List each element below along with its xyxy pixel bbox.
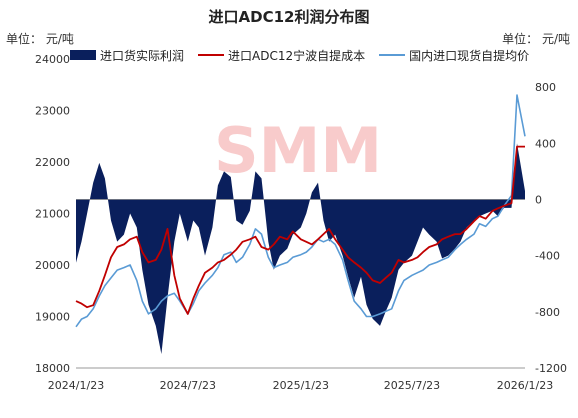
legend-swatch-domestic — [379, 54, 406, 56]
y-right-tick-label: 400 — [535, 137, 556, 150]
y-left-tick-label: 21000 — [35, 208, 70, 221]
legend: 进口货实际利润 进口ADC12宁波自提成本 国内进口现货自提均价 — [70, 46, 540, 64]
chart-title: 进口ADC12利润分布图 — [208, 8, 370, 26]
y-left-tick-label: 22000 — [35, 156, 70, 169]
price-lines-layer — [75, 94, 526, 328]
legend-item-domestic: 国内进口现货自提均价 — [379, 47, 529, 64]
series-domestic-line — [75, 94, 526, 328]
legend-swatch-profit — [70, 50, 96, 60]
y-right-tick-label: 0 — [535, 193, 542, 206]
right-axis-unit: 单位： 元/吨 — [502, 32, 570, 46]
legend-swatch-cost — [198, 54, 225, 56]
y-left-tick-label: 18000 — [35, 362, 70, 375]
x-tick-label: 2024/1/23 — [48, 379, 104, 392]
profit-area-layer — [76, 143, 525, 354]
x-tick-label: 2026/1/23 — [497, 379, 553, 392]
watermark-text: SMM — [214, 114, 382, 187]
left-axis-unit: 单位： 元/吨 — [6, 32, 74, 46]
legend-label-profit: 进口货实际利润 — [100, 48, 185, 63]
tick-labels-layer: 18000 19000 20000 21000 22000 23000 24000 -1200… — [35, 53, 567, 392]
y-right-tick-label: -800 — [535, 306, 560, 319]
axes-layer — [76, 199, 525, 369]
y-right-tick-label: -1200 — [535, 362, 567, 375]
series-profit-area — [76, 143, 525, 354]
y-left-tick-label: 23000 — [35, 105, 70, 118]
x-tick-label: 2024/7/23 — [160, 379, 216, 392]
legend-item-profit: 进口货实际利润 — [70, 47, 184, 64]
watermark: SMM — [214, 114, 382, 187]
y-left-tick-label: 19000 — [35, 311, 70, 324]
y-left-tick-label: 24000 — [35, 53, 70, 66]
x-tick-label: 2025/1/23 — [273, 379, 329, 392]
legend-label-domestic: 国内进口现货自提均价 — [409, 48, 530, 63]
y-right-tick-label: -400 — [535, 250, 560, 263]
legend-item-cost: 进口ADC12宁波自提成本 — [198, 47, 365, 64]
y-right-tick-label: 800 — [535, 81, 556, 94]
legend-label-cost: 进口ADC12宁波自提成本 — [228, 48, 366, 63]
series-cost-line — [75, 145, 525, 315]
x-tick-label: 2025/7/23 — [384, 379, 440, 392]
y-left-tick-label: 20000 — [35, 259, 70, 272]
